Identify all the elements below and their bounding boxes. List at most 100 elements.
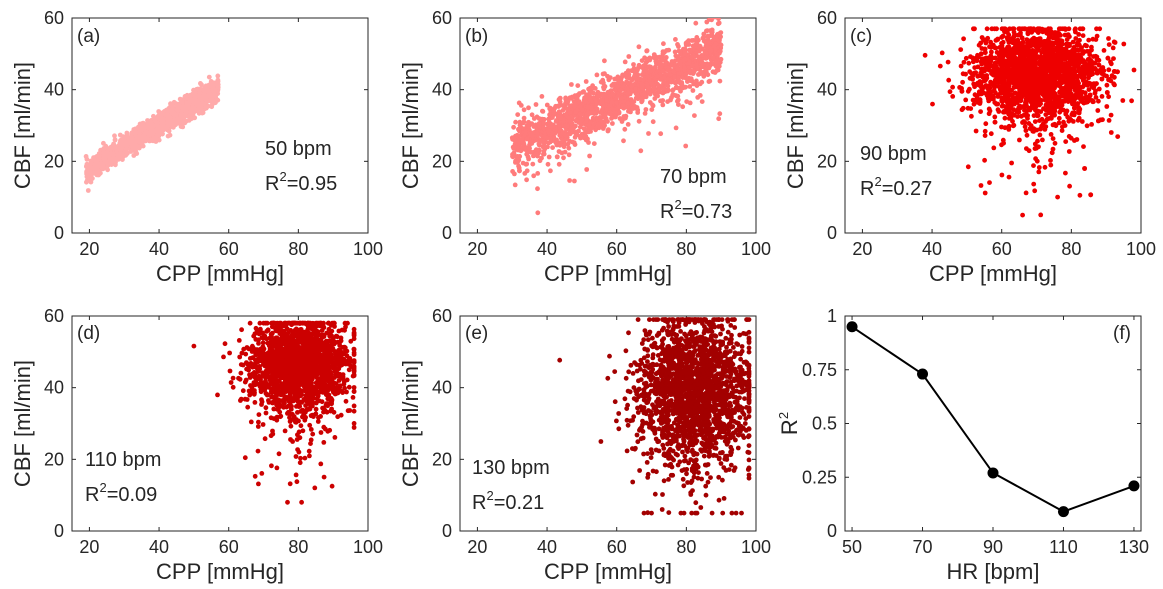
scatter-point [512, 138, 518, 144]
scatter-point [676, 71, 682, 76]
scatter-point [199, 82, 204, 88]
scatter-point [1006, 107, 1011, 113]
scatter-point [684, 39, 690, 45]
scatter-point [969, 113, 974, 119]
scatter-point [965, 105, 971, 111]
x-tick-label: 100 [741, 239, 771, 259]
scatter-point [991, 145, 997, 151]
scatter-point [644, 48, 650, 54]
scatter-point [983, 40, 989, 46]
scatter-point [668, 97, 673, 103]
scatter-point [1001, 53, 1006, 59]
scatter-point [536, 141, 542, 147]
scatter-point [175, 107, 180, 113]
scatter-point [567, 178, 572, 183]
scatter-point [950, 84, 955, 90]
scatter-point [1023, 190, 1029, 196]
scatter-point [1062, 123, 1068, 128]
scatter-point [1008, 79, 1013, 85]
scatter-point [568, 96, 574, 101]
scatter-point [215, 77, 221, 83]
scatter-point [615, 93, 621, 98]
scatter-point [646, 131, 651, 136]
scatter-point [673, 84, 679, 90]
scatter-point [967, 86, 972, 92]
scatter-point [718, 56, 724, 62]
scatter-point [171, 120, 176, 125]
scatter-point [165, 133, 171, 139]
scatter-point [1075, 40, 1080, 46]
scatter-point [623, 115, 628, 121]
scatter-point [947, 89, 953, 95]
x-tick-label: 40 [922, 239, 942, 259]
y-axis-label: CBF [ml/min] [398, 62, 423, 189]
scatter-point [642, 55, 647, 61]
scatter-point [559, 150, 565, 156]
scatter-point [154, 127, 160, 133]
scatter-point [1063, 41, 1069, 47]
scatter-point [645, 74, 650, 79]
scatter-point [1057, 89, 1063, 95]
scatter-point [660, 102, 666, 108]
scatter-point [959, 107, 965, 113]
scatter-point [579, 107, 585, 113]
scatter-point [703, 51, 709, 57]
scatter-point [653, 64, 658, 70]
scatter-point [667, 71, 672, 77]
scatter-point [1106, 36, 1111, 41]
scatter-point [622, 126, 628, 132]
scatter-point [581, 126, 587, 132]
scatter-point [716, 39, 722, 44]
scatter-point [636, 118, 642, 124]
scatter-point [603, 112, 608, 118]
scatter-point [713, 60, 719, 65]
scatter-point [539, 94, 545, 99]
scatter-point [1056, 115, 1062, 121]
scatter-point [1023, 128, 1029, 134]
scatter-point [601, 121, 607, 127]
scatter-point [533, 151, 539, 157]
scatter-point [179, 111, 184, 117]
scatter-point [1120, 98, 1126, 103]
scatter-point [1065, 99, 1071, 104]
panel-label: (b) [465, 26, 488, 47]
scatter-point [657, 65, 663, 71]
scatter-point [709, 29, 715, 35]
scatter-point [94, 163, 100, 168]
x-tick-label: 60 [607, 239, 627, 259]
scatter-point [703, 69, 709, 75]
axes-box [71, 17, 369, 234]
scatter-point [1064, 37, 1070, 42]
scatter-point [967, 75, 973, 81]
scatter-point [619, 95, 625, 101]
scatter-point [1112, 82, 1117, 88]
scatter-point [570, 139, 575, 145]
scatter-point [561, 155, 566, 161]
scatter-point [165, 115, 171, 121]
scatter-point [704, 61, 710, 67]
scatter-point [673, 37, 678, 42]
scatter-point [1032, 141, 1038, 147]
scatter-point [987, 180, 992, 186]
scatter-point [711, 7, 716, 12]
scatter-point [624, 104, 630, 110]
scatter-point [1089, 122, 1094, 127]
x-tick-label: 20 [467, 239, 487, 259]
scatter-point [164, 107, 169, 113]
scatter-point [1022, 107, 1027, 113]
scatter-point [540, 108, 545, 114]
scatter-point [518, 124, 523, 130]
scatter-point [1037, 132, 1043, 138]
scatter-point [526, 145, 531, 151]
scatter-point [522, 171, 528, 176]
scatter-point [975, 52, 980, 58]
scatter-point [638, 148, 644, 154]
scatter-point [587, 96, 593, 102]
scatter-point [1013, 38, 1018, 44]
scatter-point [655, 93, 660, 99]
scatter-point [628, 97, 634, 102]
scatter-point [661, 41, 666, 47]
